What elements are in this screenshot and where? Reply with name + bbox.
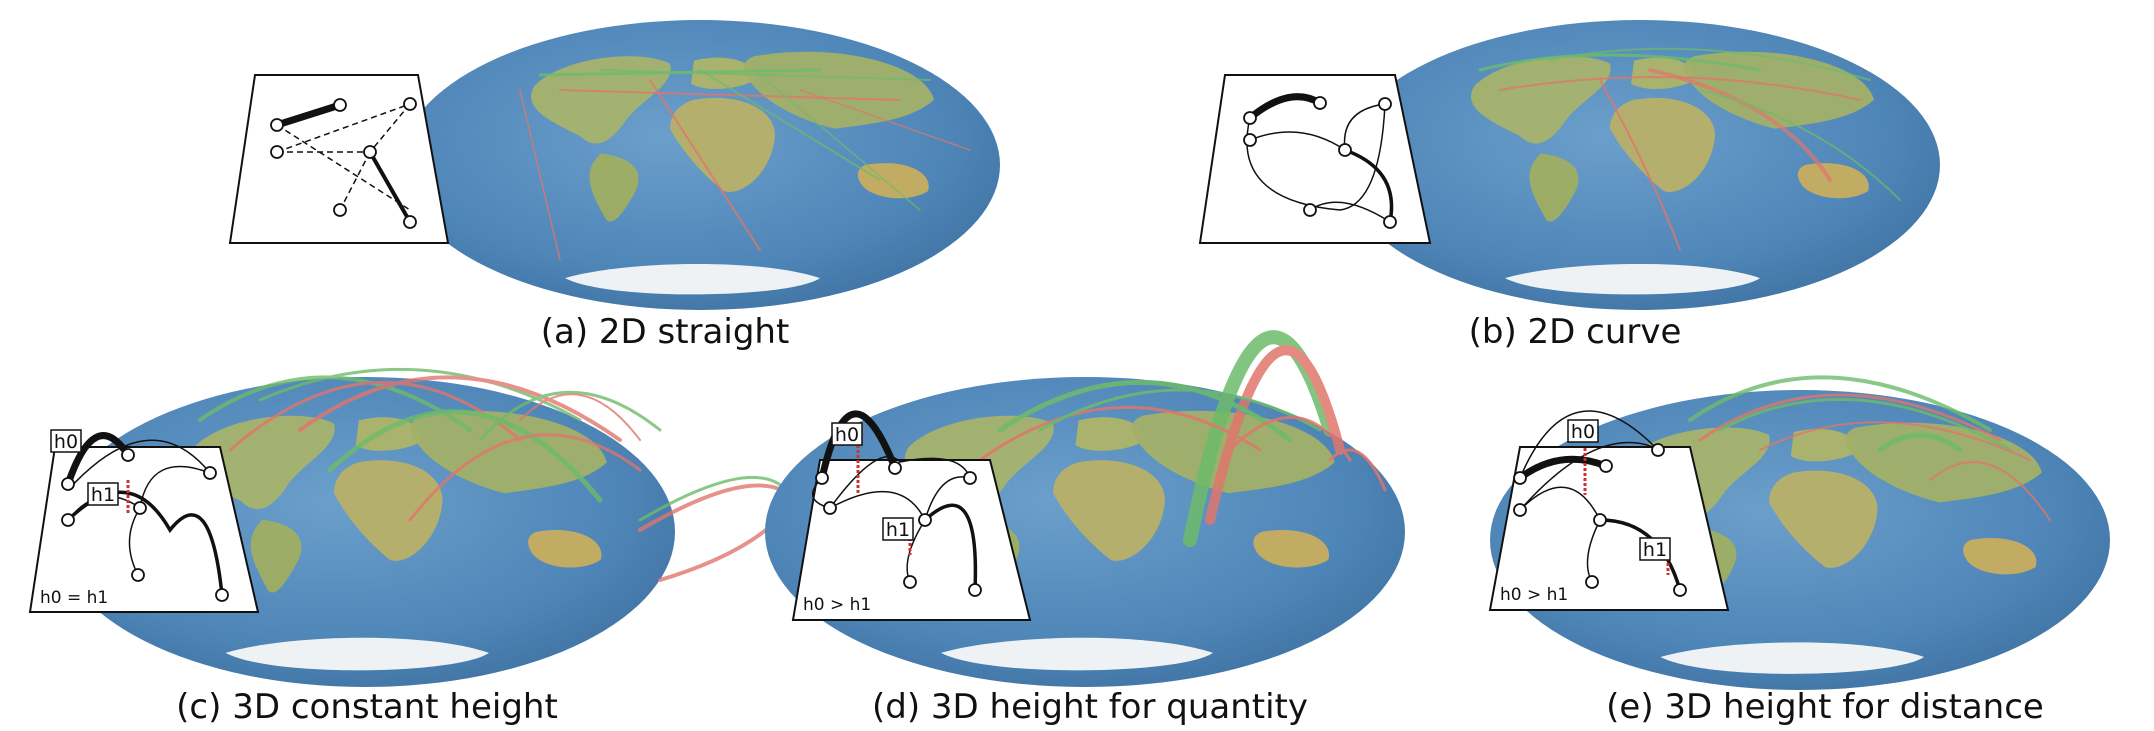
label-h1-e: h1 — [1639, 537, 1671, 561]
label-h1-c: h1 — [87, 482, 119, 506]
svg-text:h0: h0 — [1571, 421, 1595, 443]
panel-a: (a) 2D straight — [228, 20, 1000, 352]
globe-map-a — [400, 20, 1000, 310]
inset-diagram-a — [228, 74, 450, 244]
globe-map-b — [1340, 20, 1940, 310]
svg-text:h1: h1 — [886, 519, 910, 541]
label-h0-d: h0 — [831, 422, 863, 446]
panel-d: h0 h1 h0 > h1 (d) 3D height for quantity — [765, 330, 1405, 727]
caption-d: (d) 3D height for quantity — [872, 687, 1308, 727]
svg-text:h0: h0 — [54, 431, 78, 453]
panel-e: h0 h1 h0 > h1 (e) 3D height for distance — [1488, 375, 2110, 727]
flow-lines-a — [519, 68, 971, 261]
inset-diagram-d: h0 h1 h0 > h1 — [791, 410, 1032, 621]
flow-arcs-c — [198, 367, 798, 582]
flow-lines-b — [1478, 47, 1901, 251]
inset-diagram-b — [1198, 74, 1432, 244]
caption-b: (b) 2D curve — [1469, 312, 1682, 352]
svg-text:h0: h0 — [835, 424, 859, 446]
caption-e: (e) 3D height for distance — [1606, 687, 2044, 727]
relation-e: h0 > h1 — [1500, 585, 1568, 605]
panel-c: h0 h1 h0 = h1 (c) 3D constant height — [28, 367, 798, 727]
caption-c: (c) 3D constant height — [176, 687, 558, 727]
inset-diagram-c: h0 h1 h0 = h1 — [28, 429, 260, 613]
svg-text:h1: h1 — [1643, 539, 1667, 561]
panel-b: (b) 2D curve — [1198, 20, 1940, 352]
relation-d: h0 > h1 — [803, 595, 871, 615]
inset-diagram-e: h0 h1 h0 > h1 — [1488, 410, 1730, 611]
label-h0-e: h0 — [1567, 419, 1599, 443]
flow-arcs-d — [978, 330, 1387, 547]
relation-c: h0 = h1 — [40, 588, 108, 608]
svg-text:h1: h1 — [91, 484, 115, 506]
flow-arcs-e — [1688, 375, 2051, 521]
caption-a: (a) 2D straight — [541, 312, 790, 352]
label-h1-d: h1 — [882, 517, 914, 541]
label-h0-c: h0 — [50, 429, 82, 453]
